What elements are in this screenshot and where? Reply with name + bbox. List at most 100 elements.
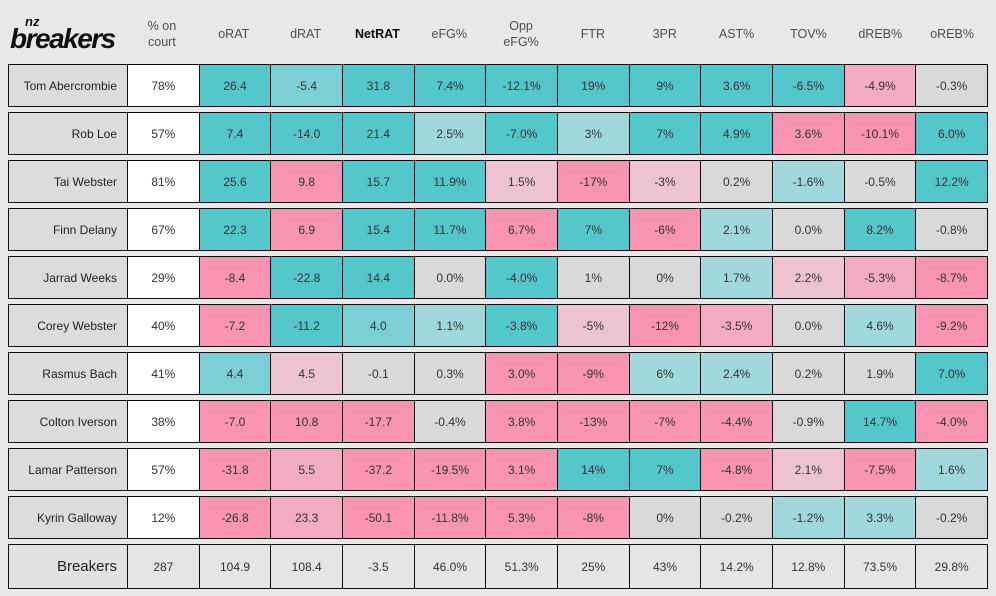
stat-cell-dRAT: -11.2 [270,305,342,346]
stat-cell-dREB: 4.6% [843,305,916,346]
player-row: Rob Loe 57% 7.4 -14.0 21.4 2.5% -7.0% 3% 7% 4.9% 3… [8,112,988,155]
stat-cell-pct-on-court: 81% [127,161,199,202]
column-header-Opp-eFG: Opp eFG% [503,18,539,49]
stat-cell-3PR: -3% [628,161,701,202]
stat-cell-pct-on-court: 40% [127,305,199,346]
stat-cell-AST: -4.4% [700,401,772,442]
column-header-AST: AST% [718,26,755,41]
stat-cell-dREB: -5.3% [843,257,916,298]
stat-cell-dRAT: -5.4 [270,65,342,106]
nz-breakers-logo: nz breakers [8,15,126,53]
stat-cell-NetRAT: 14.4 [341,257,414,298]
player-name: Lamar Patterson [9,449,127,490]
stat-cell-dRAT: 5.5 [270,449,342,490]
player-row: Tom Abercrombie 78% 26.4 -5.4 31.8 7.4% -12.1%… [8,64,988,107]
stat-cell-dRAT: 6.9 [270,209,342,250]
stat-cell-pct-on-court: 41% [127,353,199,394]
stat-cell-Opp-eFG: 3.0% [485,353,557,394]
player-row: Rasmus Bach 41% 4.4 4.5 -0.1 0.3% 3.0% -9% 6% 2.4… [8,352,988,395]
stat-cell-Opp-eFG: -4.0% [485,257,557,298]
stat-cell-FTR: 25% [556,545,629,588]
stat-cell-Opp-eFG: 1.5% [485,161,557,202]
stat-cell-NetRAT: 31.8 [341,65,414,106]
stat-cell-Opp-eFG: -3.8% [485,305,557,346]
stat-cell-dREB: 73.5% [843,545,916,588]
stat-cell-dRAT: -22.8 [270,257,342,298]
stat-cell-eFG: 7.4% [413,65,486,106]
stat-cell-eFG: -19.5% [413,449,486,490]
stat-cell-Opp-eFG: 3.1% [485,449,557,490]
stat-cell-dREB: -4.9% [843,65,916,106]
player-name: Rob Loe [9,113,127,154]
stat-cell-pct-on-court: 38% [127,401,199,442]
stat-cell-TOV: -1.6% [771,161,844,202]
stat-cell-eFG: -11.8% [413,497,486,538]
stat-cell-oREB: 12.2% [915,161,987,202]
stat-cell-TOV: 12.8% [771,545,844,588]
player-name: Colton Iverson [9,401,127,442]
player-name: Rasmus Bach [9,353,127,394]
stat-cell-AST: 0.2% [700,161,772,202]
stat-cell-oREB: 29.8% [915,545,987,588]
stat-cell-TOV: 0.2% [771,353,844,394]
stat-cell-dRAT: 10.8 [270,401,342,442]
logo-breakers-text: breakers [10,23,116,54]
stat-cell-FTR: -13% [556,401,629,442]
stat-cell-TOV: 0.0% [771,305,844,346]
stat-cell-NetRAT: -50.1 [341,497,414,538]
stat-cell-oRAT: 26.4 [198,65,271,106]
column-header-TOV: TOV% [790,26,827,41]
stat-cell-AST: 1.7% [700,257,772,298]
stat-cell-3PR: 7% [628,113,701,154]
column-header-oRAT: oRAT [218,26,250,41]
column-header-3PR: 3PR [652,26,677,41]
column-header-NetRAT: NetRAT [354,26,400,41]
stat-cell-AST: 4.9% [700,113,772,154]
stat-cell-pct-on-court: 29% [127,257,199,298]
stat-cell-eFG: 11.9% [413,161,486,202]
stat-cell-AST: -4.8% [700,449,772,490]
stat-cell-TOV: 2.1% [771,449,844,490]
stat-cell-3PR: -6% [628,209,701,250]
stat-cell-AST: 2.4% [700,353,772,394]
player-row: Finn Delany 67% 22.3 6.9 15.4 11.7% 6.7% 7% -6% 2… [8,208,988,251]
stat-cell-oREB: 6.0% [915,113,987,154]
player-name: Tom Abercrombie [9,65,127,106]
stat-cell-oRAT: -8.4 [198,257,271,298]
player-name: Tai Webster [9,161,127,202]
stat-cell-TOV: 3.6% [771,113,844,154]
stat-cell-dRAT: 4.5 [270,353,342,394]
player-name: Corey Webster [9,305,127,346]
player-row: Tai Webster 81% 25.6 9.8 15.7 11.9% 1.5% -17% -3… [8,160,988,203]
team-total-row: Breakers 287 104.9 108.4 -3.5 46.0% 51.3% 25% 43… [8,544,988,589]
stat-cell-oREB: -0.2% [915,497,987,538]
stat-cell-eFG: 1.1% [413,305,486,346]
stat-cell-NetRAT: -3.5 [341,545,414,588]
stat-cell-NetRAT: -17.7 [341,401,414,442]
player-row: Corey Webster 40% -7.2 -11.2 4.0 1.1% -3.8% -5%… [8,304,988,347]
stat-cell-oRAT: 4.4 [198,353,271,394]
stat-cell-dRAT: 23.3 [270,497,342,538]
stat-cell-dRAT: 108.4 [270,545,342,588]
stat-cell-Opp-eFG: -7.0% [485,113,557,154]
stat-cell-oREB: -8.7% [915,257,987,298]
column-header-pct-on-court: % on court [147,18,177,49]
stat-cell-AST: 2.1% [700,209,772,250]
stat-cell-oREB: -0.8% [915,209,987,250]
table-header: nz breakers % on court oRAT dRAT NetRAT eFG%… [8,6,988,62]
stat-cell-FTR: -17% [556,161,629,202]
stat-cell-TOV: -0.9% [771,401,844,442]
stat-cell-oRAT: 22.3 [198,209,271,250]
stat-cell-dREB: -7.5% [843,449,916,490]
stat-cell-dREB: 3.3% [843,497,916,538]
player-name: Finn Delany [9,209,127,250]
stat-cell-AST: 14.2% [700,545,772,588]
stat-cell-pct-on-court: 78% [127,65,199,106]
stat-cell-NetRAT: 21.4 [341,113,414,154]
stat-cell-dREB: 14.7% [843,401,916,442]
stat-cell-oRAT: -7.0 [198,401,271,442]
column-header-eFG: eFG% [431,26,467,41]
stat-cell-FTR: 3% [556,113,629,154]
stat-cell-3PR: 0% [628,257,701,298]
